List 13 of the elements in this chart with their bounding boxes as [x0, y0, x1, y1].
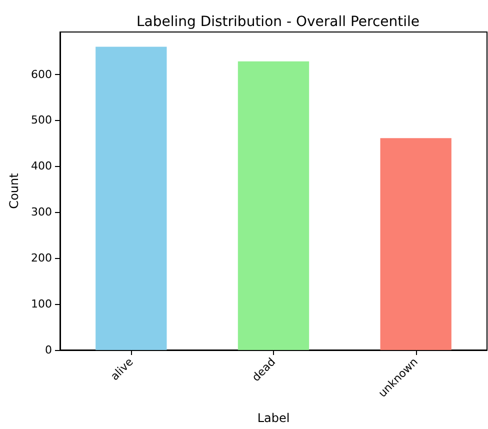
bar: [238, 61, 310, 350]
chart-title: Labeling Distribution - Overall Percentile: [136, 14, 420, 30]
y-tick-label: 100: [31, 298, 52, 311]
y-tick-label: 400: [31, 160, 52, 173]
y-tick-label: 0: [45, 344, 52, 356]
x-axis-title: Label: [257, 411, 290, 425]
bar: [96, 46, 167, 350]
y-axis-title: Count: [7, 172, 21, 209]
bar: [380, 138, 452, 350]
y-tick-label: 600: [31, 68, 52, 81]
y-tick-label: 200: [31, 252, 52, 265]
y-tick-label: 300: [31, 206, 52, 219]
y-tick-label: 500: [31, 114, 52, 127]
